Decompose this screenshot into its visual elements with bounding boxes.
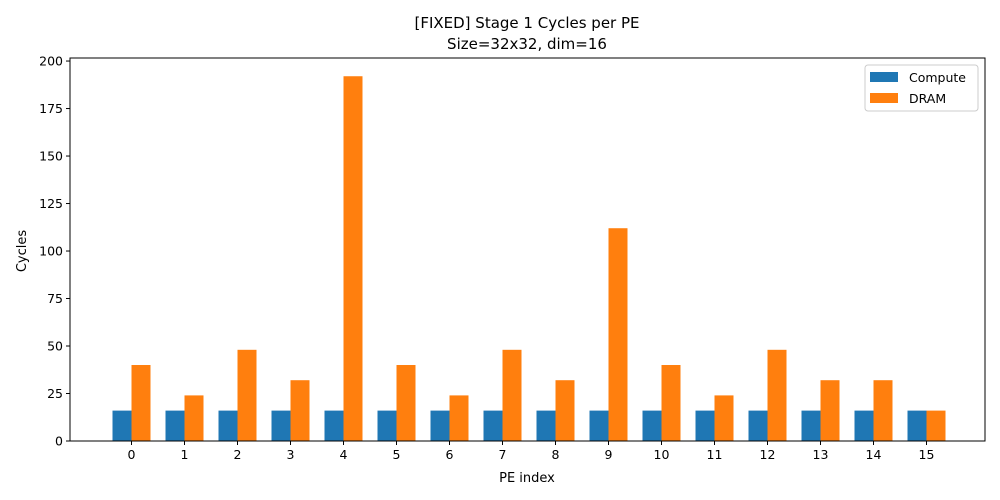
- bar-dram-15: [926, 410, 946, 441]
- bar-dram-7: [502, 349, 522, 441]
- bar-dram-10: [661, 365, 681, 441]
- x-tick-label: 0: [128, 447, 136, 462]
- x-tick-label: 11: [707, 447, 723, 462]
- bar-dram-5: [396, 365, 416, 441]
- y-tick-label: 200: [39, 54, 63, 69]
- x-ticks-group: 0 1 2 3 4 5 6 7 8 9 10 11 12 13 14 15: [128, 441, 935, 462]
- bar-dram-9: [608, 228, 628, 441]
- x-tick-label: 2: [234, 447, 242, 462]
- chart-title: [FIXED] Stage 1 Cycles per PE: [414, 14, 639, 32]
- bar-dram-6: [449, 395, 469, 441]
- bar-dram-11: [714, 395, 734, 441]
- x-tick-label: 13: [813, 447, 829, 462]
- bar-compute-1: [165, 410, 185, 441]
- x-tick-label: 6: [446, 447, 454, 462]
- bar-dram-0: [131, 365, 151, 441]
- x-tick-label: 4: [340, 447, 348, 462]
- bar-dram-12: [767, 349, 787, 441]
- y-tick-label: 0: [55, 434, 63, 449]
- legend-swatch-compute: [870, 72, 898, 82]
- y-tick-label: 125: [39, 196, 63, 211]
- y-tick-label: 100: [39, 244, 63, 259]
- bar-compute-6: [430, 410, 450, 441]
- x-tick-label: 15: [919, 447, 935, 462]
- bar-compute-8: [536, 410, 556, 441]
- x-axis-label: PE index: [499, 471, 555, 486]
- y-tick-label: 75: [47, 291, 63, 306]
- bar-compute-4: [324, 410, 344, 441]
- bar-compute-13: [801, 410, 821, 441]
- x-tick-label: 1: [181, 447, 189, 462]
- bar-compute-14: [854, 410, 874, 441]
- x-tick-label: 9: [605, 447, 613, 462]
- y-tick-label: 150: [39, 149, 63, 164]
- bar-compute-9: [589, 410, 609, 441]
- bars-group: [112, 76, 946, 441]
- x-tick-label: 8: [552, 447, 560, 462]
- bar-compute-10: [642, 410, 662, 441]
- bar-dram-4: [343, 76, 363, 441]
- bar-compute-7: [483, 410, 503, 441]
- bar-compute-11: [695, 410, 715, 441]
- x-tick-label: 10: [654, 447, 670, 462]
- x-tick-label: 3: [287, 447, 295, 462]
- bar-dram-14: [873, 380, 893, 441]
- x-tick-label: 7: [499, 447, 507, 462]
- y-ticks-group: 0 25 50 75 100 125 150 175 200: [39, 54, 70, 449]
- bar-dram-13: [820, 380, 840, 441]
- bar-dram-1: [184, 395, 204, 441]
- y-tick-label: 50: [47, 339, 63, 354]
- bar-compute-5: [377, 410, 397, 441]
- x-tick-label: 14: [866, 447, 882, 462]
- x-tick-label: 12: [760, 447, 776, 462]
- bar-dram-3: [290, 380, 310, 441]
- plot-frame: [69, 57, 986, 442]
- legend: Compute DRAM: [864, 64, 979, 112]
- y-axis-label: Cycles: [15, 230, 30, 273]
- y-tick-label: 175: [39, 101, 63, 116]
- legend-swatch-dram: [870, 93, 898, 103]
- bar-compute-15: [907, 410, 927, 441]
- legend-label-compute: Compute: [909, 70, 966, 85]
- bar-compute-2: [218, 410, 238, 441]
- bar-compute-12: [748, 410, 768, 441]
- bar-dram-2: [237, 349, 257, 441]
- bar-dram-8: [555, 380, 575, 441]
- bar-compute-3: [271, 410, 291, 441]
- legend-label-dram: DRAM: [909, 91, 946, 106]
- y-tick-label: 25: [47, 386, 63, 401]
- bar-compute-0: [112, 410, 132, 441]
- x-tick-label: 5: [393, 447, 401, 462]
- chart-subtitle: Size=32x32, dim=16: [447, 35, 607, 53]
